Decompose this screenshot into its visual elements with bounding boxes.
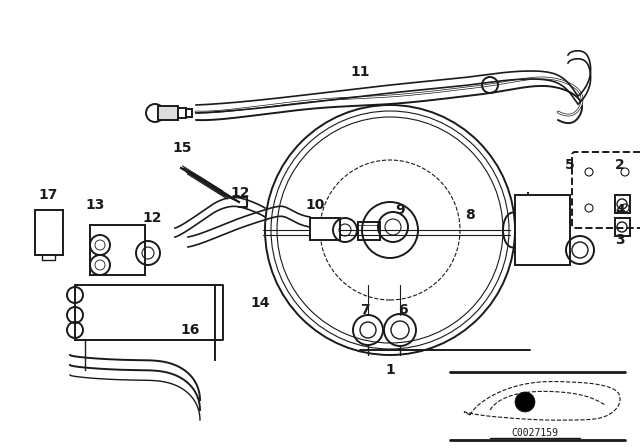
Text: C0027159: C0027159 xyxy=(511,428,559,438)
Text: 7: 7 xyxy=(360,303,370,317)
Text: 15: 15 xyxy=(172,141,192,155)
Circle shape xyxy=(515,392,535,412)
Text: 1: 1 xyxy=(385,363,395,377)
Text: 6: 6 xyxy=(398,303,408,317)
Bar xyxy=(178,108,186,118)
Text: 17: 17 xyxy=(38,188,58,202)
Text: 9: 9 xyxy=(395,203,405,217)
FancyBboxPatch shape xyxy=(572,152,640,228)
Bar xyxy=(310,218,340,240)
Text: 12: 12 xyxy=(142,211,162,225)
Bar xyxy=(35,210,63,255)
Text: 14: 14 xyxy=(250,296,269,310)
Bar xyxy=(75,285,215,340)
Bar xyxy=(615,195,630,213)
Bar xyxy=(158,106,178,120)
Text: 12: 12 xyxy=(230,186,250,200)
Text: 3: 3 xyxy=(615,233,625,247)
Bar xyxy=(186,109,192,117)
Text: 5: 5 xyxy=(565,158,575,172)
Text: 16: 16 xyxy=(180,323,200,337)
Text: 8: 8 xyxy=(465,208,475,222)
Bar xyxy=(90,225,145,275)
Text: 10: 10 xyxy=(305,198,324,212)
Bar xyxy=(358,222,380,240)
Bar xyxy=(515,195,570,265)
Text: 13: 13 xyxy=(85,198,105,212)
Text: 11: 11 xyxy=(350,65,370,79)
Bar xyxy=(615,218,630,236)
Text: 4: 4 xyxy=(615,203,625,217)
Text: 2: 2 xyxy=(615,158,625,172)
